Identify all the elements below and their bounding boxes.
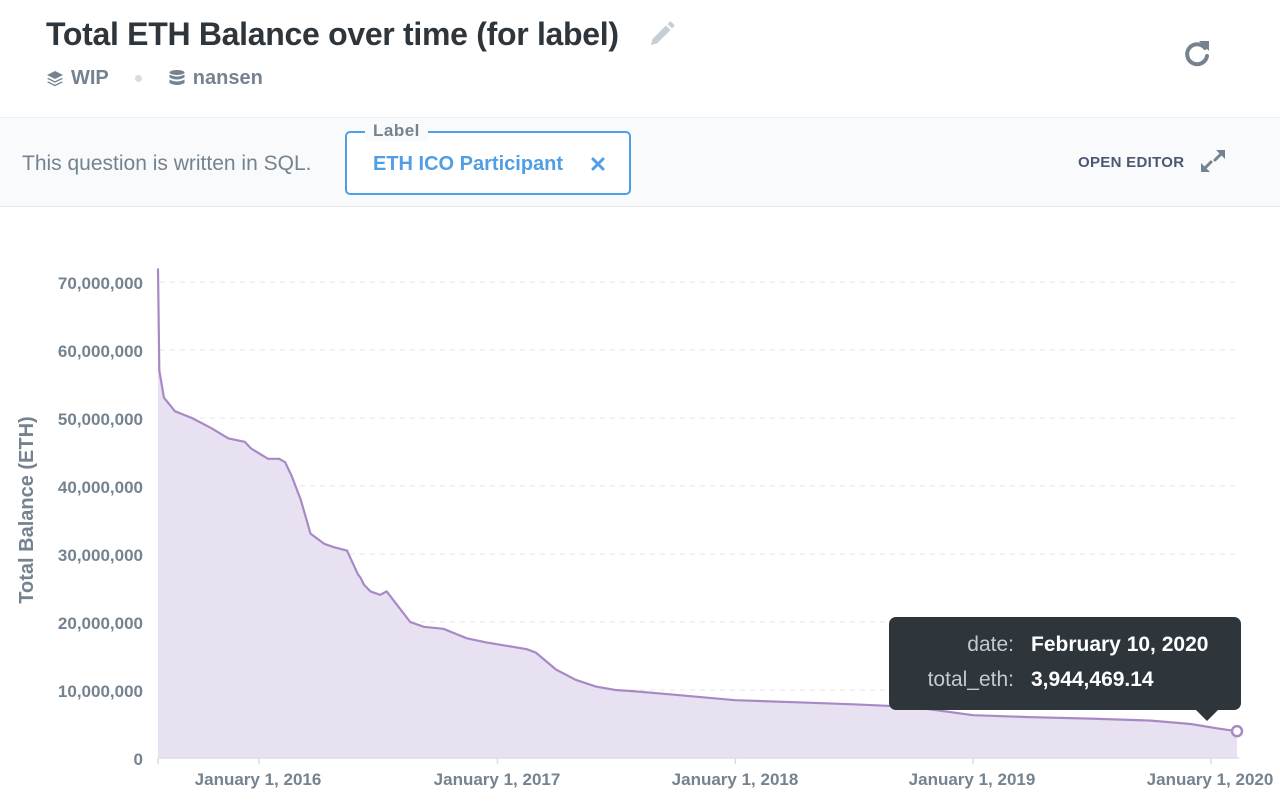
hovered-data-point bbox=[1230, 724, 1244, 738]
y-tick-label: 10,000,000 bbox=[58, 682, 143, 701]
collection-name: WIP bbox=[71, 66, 109, 89]
database-name: nansen bbox=[192, 66, 263, 89]
balance-chart: 0 10,000,000 20,000,000 30,000,000 40,000,00… bbox=[16, 268, 1274, 789]
series-area bbox=[158, 268, 1237, 758]
x-tick-label: January 1, 2016 bbox=[195, 770, 322, 789]
y-axis-label: Total Balance (ETH) bbox=[16, 416, 38, 603]
tooltip-total-key: total_eth: bbox=[927, 668, 1014, 691]
parameters-bar: This question is written in SQL. Label E… bbox=[0, 117, 1280, 207]
y-tick-label: 0 bbox=[134, 750, 143, 769]
close-icon[interactable] bbox=[585, 151, 611, 177]
collection-link[interactable]: WIP bbox=[46, 67, 109, 90]
label-parameter-legend: Label bbox=[365, 121, 428, 141]
x-tick-label: January 1, 2020 bbox=[1147, 770, 1274, 789]
expand-icon[interactable] bbox=[1198, 146, 1228, 176]
y-tick-label: 70,000,000 bbox=[58, 274, 143, 293]
y-tick-label: 60,000,000 bbox=[58, 342, 143, 361]
label-parameter-field[interactable]: Label ETH ICO Participant bbox=[345, 121, 631, 195]
chart-area: 0 10,000,000 20,000,000 30,000,000 40,000,00… bbox=[0, 207, 1280, 801]
series-line bbox=[156, 268, 1238, 733]
x-tick-label: January 1, 2017 bbox=[434, 770, 561, 789]
refresh-icon[interactable] bbox=[1180, 37, 1214, 71]
layers-icon bbox=[47, 71, 63, 87]
separator-dot bbox=[134, 74, 142, 82]
question-meta: WIP nansen bbox=[46, 66, 263, 90]
y-tick-label: 30,000,000 bbox=[58, 546, 143, 565]
tooltip-date-key: date: bbox=[967, 633, 1014, 656]
database-link[interactable]: nansen bbox=[168, 67, 263, 90]
y-tick-label: 50,000,000 bbox=[58, 410, 143, 429]
x-tick-label: January 1, 2018 bbox=[672, 770, 799, 789]
sql-note: This question is written in SQL. bbox=[22, 152, 312, 175]
label-parameter-value[interactable]: ETH ICO Participant bbox=[373, 153, 564, 175]
database-icon bbox=[169, 70, 185, 85]
tooltip-row-total: total_eth: 3,944,469.14 bbox=[889, 668, 1241, 698]
tooltip-date-value: February 10, 2020 bbox=[1031, 633, 1209, 656]
y-tick-label: 20,000,000 bbox=[58, 614, 143, 633]
tooltip-row-date: date: February 10, 2020 bbox=[889, 633, 1241, 663]
open-editor-button[interactable]: OPEN EDITOR bbox=[1078, 154, 1185, 171]
pencil-icon[interactable] bbox=[646, 20, 676, 50]
chart-tooltip: date: February 10, 2020 total_eth: 3,944… bbox=[889, 617, 1241, 721]
y-tick-label: 40,000,000 bbox=[58, 478, 143, 497]
question-header: Total ETH Balance over time (for label) … bbox=[0, 0, 1280, 117]
x-tick-label: January 1, 2019 bbox=[909, 770, 1036, 789]
clear-x-glyph bbox=[591, 157, 605, 171]
tooltip-total-value: 3,944,469.14 bbox=[1031, 668, 1154, 691]
page-title: Total ETH Balance over time (for label) bbox=[46, 16, 619, 52]
